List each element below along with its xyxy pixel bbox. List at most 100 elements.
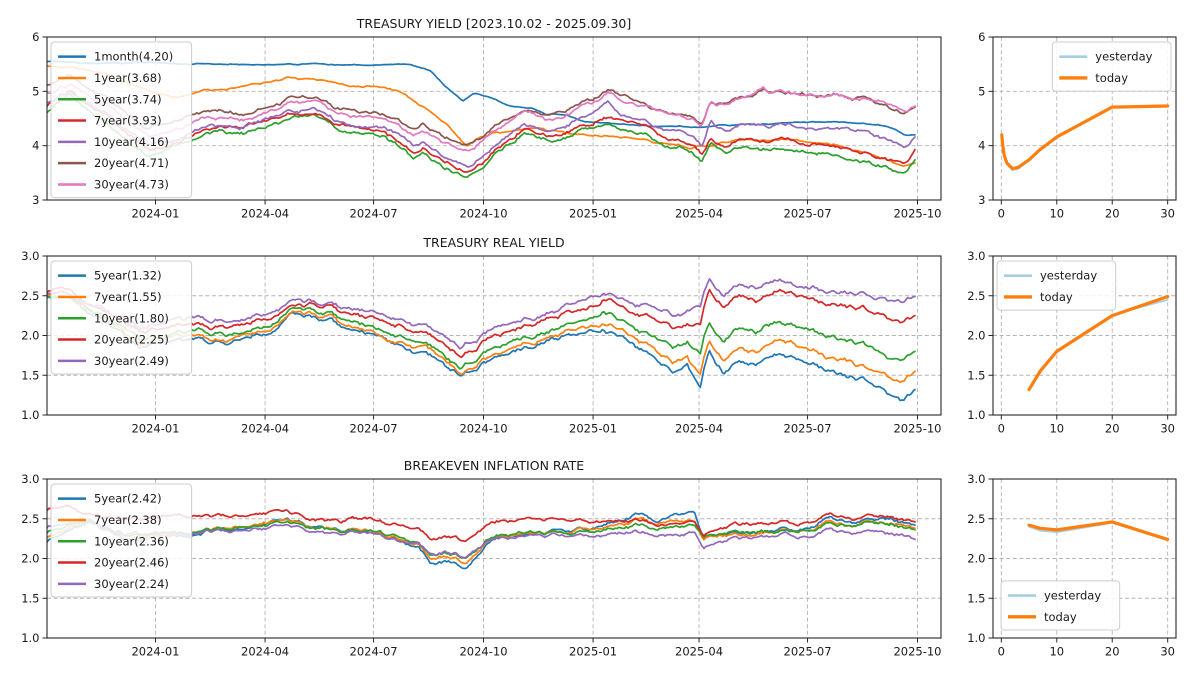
x-tick-label: 10 — [1049, 207, 1064, 221]
legend-label-1month: 1month(4.20) — [94, 50, 173, 64]
x-tick-label: 2025-10 — [893, 207, 941, 221]
y-tick-label: 2.0 — [967, 329, 985, 343]
y-tick-label: 1.5 — [967, 591, 985, 605]
y-tick-label: 3 — [32, 193, 39, 207]
axis-spine — [46, 36, 942, 201]
y-tick-label: 2.0 — [21, 552, 39, 566]
x-tick-label: 2024-01 — [131, 207, 179, 221]
x-tick-label: 2024-07 — [350, 207, 398, 221]
x-tick-label: 2024-01 — [131, 645, 179, 659]
y-tick-label: 5 — [978, 84, 985, 98]
x-tick-label: 2025-01 — [569, 207, 617, 221]
y-tick-label: 1.0 — [967, 631, 985, 645]
y-tick-label: 5 — [32, 84, 39, 98]
chart-panel-breakeven-curve: 0 10 20 30 1.0 1.5 2.0 2.5 3.0 yesterday today — [967, 472, 1177, 659]
y-tick-label: 1.0 — [967, 408, 985, 422]
y-tick-label: 1.0 — [21, 408, 39, 422]
series-line-today — [1027, 520, 1170, 542]
panel-title: TREASURY REAL YIELD — [422, 235, 564, 250]
legend-label-1year: 1year(3.68) — [94, 71, 162, 85]
chart-panel-treasury-real-yield: 2024-01 2024-04 2024-07 2024-10 2025-01 2025-… — [21, 235, 942, 436]
plot-area-treasury-yield-curve — [1000, 104, 1170, 172]
legend-label-yesterday: yesterday — [1095, 50, 1152, 64]
legend-box — [50, 260, 193, 375]
x-tick-label: 2025-04 — [675, 422, 723, 436]
plot-area-breakeven-curve — [1027, 520, 1170, 542]
legend-label-yesterday: yesterday — [1040, 269, 1097, 283]
legend-label-7year: 7year(3.93) — [94, 114, 162, 128]
x-tick-label: 2024-04 — [241, 207, 289, 221]
y-tick-label: 2.5 — [21, 289, 39, 303]
y-tick-label: 2.5 — [967, 512, 985, 526]
legend-label-10year: 10year(2.36) — [94, 534, 169, 548]
legend-label-10year: 10year(4.16) — [94, 135, 169, 149]
x-tick-label: 20 — [1105, 422, 1120, 436]
y-tick-label: 3.0 — [967, 249, 985, 263]
x-tick-label: 2024-10 — [459, 422, 507, 436]
y-tick-label: 6 — [978, 30, 985, 44]
panel-title: TREASURY YIELD [2023.10.02 - 2025.09.30] — [356, 16, 631, 31]
legend: yesterday today — [1000, 580, 1121, 631]
y-tick-label: 1.5 — [967, 368, 985, 382]
legend-label-20year: 20year(2.46) — [94, 556, 169, 570]
legend-label-30year: 30year(2.49) — [94, 354, 169, 368]
y-tick-label: 2.0 — [21, 329, 39, 343]
y-tick-label: 3 — [978, 193, 985, 207]
legend-label-20year: 20year(4.71) — [94, 156, 169, 170]
y-tick-label: 4 — [32, 139, 39, 153]
x-tick-label: 0 — [998, 422, 1005, 436]
chart-panel-breakeven-inflation: 2024-01 2024-04 2024-07 2024-10 2025-01 2025-… — [21, 458, 942, 659]
y-tick-label: 6 — [32, 30, 39, 44]
series-line-today — [1000, 104, 1170, 171]
x-tick-label: 2024-07 — [350, 422, 398, 436]
legend-label-30year: 30year(4.73) — [94, 177, 169, 191]
x-tick-label: 0 — [998, 207, 1005, 221]
legend-label-7year: 7year(1.55) — [94, 290, 162, 304]
x-tick-label: 30 — [1160, 422, 1175, 436]
y-tick-label: 4 — [978, 139, 985, 153]
legend-label-20year: 20year(2.25) — [94, 333, 169, 347]
series-line-today — [1027, 294, 1170, 392]
x-tick-label: 20 — [1105, 645, 1120, 659]
y-tick-label: 3.0 — [967, 472, 985, 486]
legend-label-7year: 7year(2.38) — [94, 513, 162, 527]
chart-panel-treasury-yield-curve: 0 10 20 30 3 4 5 6 yesterday today — [978, 30, 1177, 221]
legend-label-5year: 5year(1.32) — [94, 269, 162, 283]
legend: 1month(4.20) 1year(3.68) 5year(3.74) 7year(… — [50, 41, 193, 199]
legend-box — [50, 483, 193, 598]
x-tick-label: 10 — [1049, 422, 1064, 436]
legend: 5year(2.42) 7year(2.38) 10year(2.36) 20year… — [50, 483, 193, 598]
x-tick-label: 2024-10 — [459, 645, 507, 659]
axis-spine — [992, 36, 1177, 201]
x-tick-label: 2024-04 — [241, 422, 289, 436]
x-tick-label: 30 — [1160, 645, 1175, 659]
panel-title: BREAKEVEN INFLATION RATE — [404, 458, 585, 473]
legend-label-5year: 5year(2.42) — [94, 492, 162, 506]
x-tick-label: 20 — [1105, 207, 1120, 221]
legend-box — [50, 41, 193, 199]
legend: yesterday today — [1051, 41, 1172, 92]
y-tick-label: 3.0 — [21, 249, 39, 263]
x-tick-label: 10 — [1049, 645, 1064, 659]
legend-label-today: today — [1040, 290, 1073, 304]
y-tick-label: 3.0 — [21, 472, 39, 486]
legend: 5year(1.32) 7year(1.55) 10year(1.80) 20year… — [50, 260, 193, 375]
legend-label-today: today — [1044, 610, 1077, 624]
x-tick-label: 2025-10 — [893, 645, 941, 659]
y-tick-label: 2.5 — [967, 289, 985, 303]
plot-area-real-yield-curve — [1027, 294, 1170, 392]
y-tick-label: 2.0 — [967, 552, 985, 566]
y-tick-label: 1.5 — [21, 591, 39, 605]
legend-label-5year: 5year(3.74) — [94, 92, 162, 106]
chart-panel-real-yield-curve: 0 10 20 30 1.0 1.5 2.0 2.5 3.0 yesterday today — [967, 249, 1177, 436]
x-tick-label: 2024-01 — [131, 422, 179, 436]
x-tick-label: 2025-04 — [675, 645, 723, 659]
chart-panel-treasury-yield: 2024-01 2024-04 2024-07 2024-10 2025-01 2025-… — [32, 16, 942, 221]
x-tick-label: 2025-01 — [569, 645, 617, 659]
x-tick-label: 2025-07 — [784, 422, 832, 436]
x-tick-label: 2024-10 — [459, 207, 507, 221]
x-tick-label: 2025-01 — [569, 422, 617, 436]
x-tick-label: 2024-04 — [241, 645, 289, 659]
